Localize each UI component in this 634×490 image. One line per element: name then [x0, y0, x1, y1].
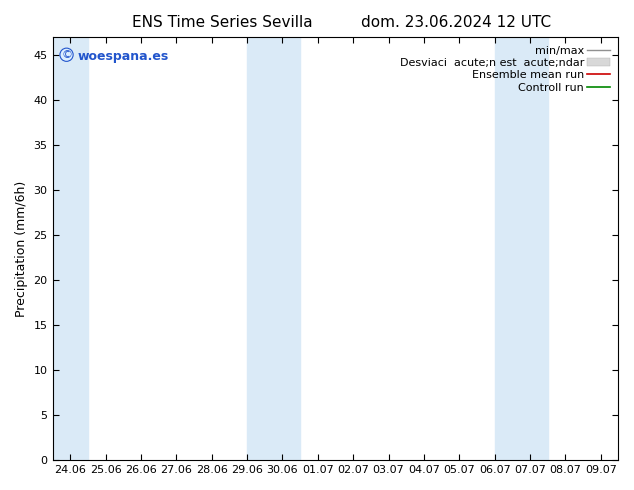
- Bar: [495, 37, 548, 460]
- Y-axis label: Precipitation (mm/6h): Precipitation (mm/6h): [15, 180, 28, 317]
- Text: ©: ©: [61, 50, 72, 60]
- Text: dom. 23.06.2024 12 UTC: dom. 23.06.2024 12 UTC: [361, 15, 552, 30]
- Bar: [247, 37, 300, 460]
- Bar: [53, 37, 88, 460]
- Text: woespana.es: woespana.es: [78, 50, 169, 63]
- Text: ENS Time Series Sevilla: ENS Time Series Sevilla: [132, 15, 312, 30]
- Legend: min/max, Desviaci  acute;n est  acute;ndar, Ensemble mean run, Controll run: min/max, Desviaci acute;n est acute;ndar…: [396, 43, 613, 96]
